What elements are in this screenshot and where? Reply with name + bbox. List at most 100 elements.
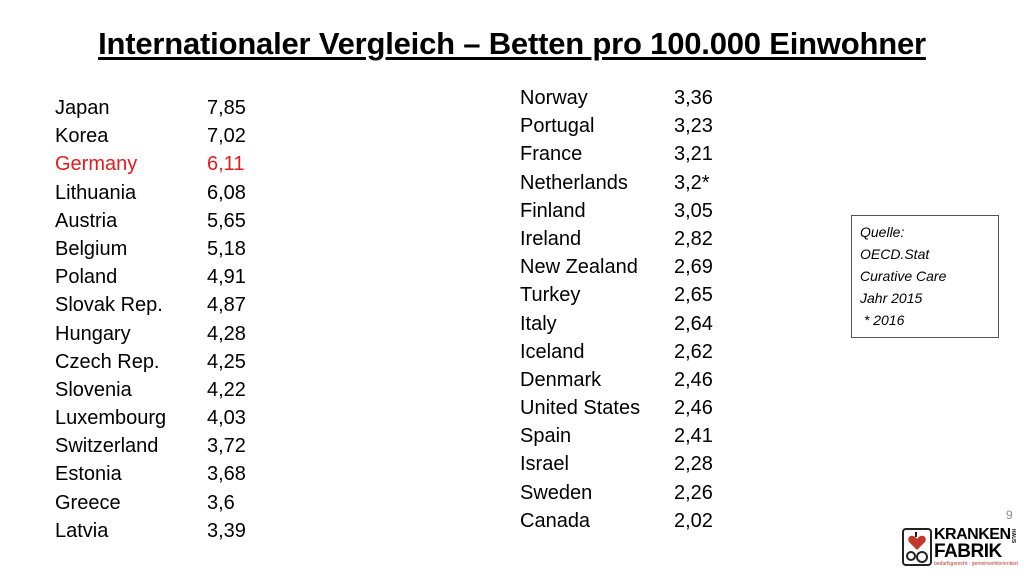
country-name: Portugal xyxy=(520,115,595,138)
beds-value: 7,02 xyxy=(207,125,246,148)
beds-value: 4,03 xyxy=(207,407,246,430)
country-name: Denmark xyxy=(520,368,602,391)
country-name: Belgium xyxy=(55,237,128,260)
beds-value: 2,41 xyxy=(674,425,713,448)
country-row: Netherlands 3,2* xyxy=(520,169,713,197)
country-name: United States xyxy=(520,397,641,420)
beds-value: 3,23 xyxy=(674,115,713,138)
country-name: France xyxy=(520,143,583,166)
beds-value: 3,6 xyxy=(207,491,235,514)
country-name: Slovak Rep. xyxy=(55,294,163,317)
beds-value: 4,87 xyxy=(207,294,246,317)
country-name: Poland xyxy=(55,266,118,289)
country-list-left: Japan 7,85 Korea 7,02 Germany 6,11 Lithuania 6,… xyxy=(55,94,246,545)
country-name: Finland xyxy=(520,199,586,222)
beds-value: 4,91 xyxy=(207,266,246,289)
logo-small-text: HAUS xyxy=(1010,529,1016,544)
country-row: Norway 3,36 xyxy=(520,84,713,112)
beds-value: 2,62 xyxy=(674,340,713,363)
country-row: Sweden 2,26 xyxy=(520,479,713,507)
country-name: Slovenia xyxy=(55,378,132,401)
beds-value: 3,72 xyxy=(207,435,246,458)
country-row: Ireland 2,82 xyxy=(520,225,713,253)
source-line: * 2016 xyxy=(860,312,905,328)
country-row: Israel 2,28 xyxy=(520,450,713,478)
country-row: Greece 3,6 xyxy=(55,489,246,517)
beds-value: 3,05 xyxy=(674,199,713,222)
country-name: Sweden xyxy=(520,481,593,504)
country-name: Japan xyxy=(55,97,110,119)
country-row: Korea 7,02 xyxy=(55,122,246,150)
country-name: Italy xyxy=(520,312,557,335)
country-row: Iceland 2,62 xyxy=(520,338,713,366)
beds-value: 2,82 xyxy=(674,227,713,250)
country-name: Canada xyxy=(520,509,591,532)
logo-word-kranken: KRANKEN xyxy=(934,526,1011,543)
beds-value: 2,69 xyxy=(674,256,713,279)
country-row: Japan 7,85 xyxy=(55,94,246,122)
country-row: Hungary 4,28 xyxy=(55,320,246,348)
source-box: Quelle: OECD.Stat Curative Care Jahr 201… xyxy=(851,215,999,338)
beds-value: 4,25 xyxy=(207,350,246,373)
country-name: Netherlands xyxy=(520,171,628,194)
country-row: Slovenia 4,22 xyxy=(55,376,246,404)
country-row: Lithuania 6,08 xyxy=(55,179,246,207)
country-row: Portugal 3,23 xyxy=(520,112,713,140)
country-name: Ireland xyxy=(520,227,582,250)
logo-emblem-icon xyxy=(902,528,932,566)
beds-value: 2,64 xyxy=(674,312,713,335)
country-name: Switzerland xyxy=(55,435,159,458)
logo-word-fabrik: FABRIK xyxy=(934,541,1002,562)
beds-value: 3,2* xyxy=(674,171,710,194)
beds-value: 7,85 xyxy=(207,97,246,119)
country-row: Canada 2,02 xyxy=(520,507,713,535)
country-row: Belgium 5,18 xyxy=(55,235,246,263)
country-name: Hungary xyxy=(55,322,131,345)
beds-value: 4,28 xyxy=(207,322,246,345)
country-row: Finland 3,05 xyxy=(520,197,713,225)
source-line: OECD.Stat xyxy=(860,246,930,262)
beds-value: 3,21 xyxy=(674,143,713,166)
country-row: Switzerland 3,72 xyxy=(55,432,246,460)
country-row: Italy 2,64 xyxy=(520,310,713,338)
country-name: Czech Rep. xyxy=(55,350,160,373)
beds-value: 2,46 xyxy=(674,368,713,391)
country-row: Poland 4,91 xyxy=(55,263,246,291)
page-number: 9 xyxy=(1006,508,1013,522)
country-row: Czech Rep. 4,25 xyxy=(55,348,246,376)
page-title: Internationaler Vergleich – Betten pro 1… xyxy=(98,26,926,61)
beds-value: 2,65 xyxy=(674,284,713,307)
country-name: Germany xyxy=(55,153,138,176)
country-name: Korea xyxy=(55,125,109,148)
country-row: Estonia 3,68 xyxy=(55,460,246,488)
beds-value: 3,39 xyxy=(207,519,246,542)
country-name: Luxembourg xyxy=(55,407,167,430)
beds-value: 6,08 xyxy=(207,181,246,204)
beds-value: 5,65 xyxy=(207,209,246,232)
source-line: Quelle: xyxy=(860,224,905,240)
country-list-right: Norway 3,36 Portugal 3,23 France 3,21 Netherla… xyxy=(520,84,713,535)
country-name: Latvia xyxy=(55,519,109,542)
beds-value: 2,46 xyxy=(674,397,713,420)
country-name: Estonia xyxy=(55,463,122,486)
source-line: Jahr 2015 xyxy=(860,290,923,306)
country-row: New Zealand 2,69 xyxy=(520,253,713,281)
country-name: Norway xyxy=(520,87,588,109)
country-row: Turkey 2,65 xyxy=(520,281,713,309)
country-name: Israel xyxy=(520,453,569,476)
beds-value: 2,02 xyxy=(674,509,713,532)
country-name: Spain xyxy=(520,425,572,448)
country-name: Turkey xyxy=(520,284,581,307)
country-name: Lithuania xyxy=(55,181,137,204)
country-row: Slovak Rep. 4,87 xyxy=(55,291,246,319)
logo-tagline: bedarfsgerecht · gemeinwohlorientiert xyxy=(934,561,1018,567)
country-row: Germany 6,11 xyxy=(55,150,246,178)
country-row: Austria 5,65 xyxy=(55,207,246,235)
beds-value: 3,36 xyxy=(674,87,713,109)
country-row: United States 2,46 xyxy=(520,394,713,422)
country-row: Denmark 2,46 xyxy=(520,366,713,394)
beds-value: 2,26 xyxy=(674,481,713,504)
beds-value: 6,11 xyxy=(207,153,245,176)
country-name: Iceland xyxy=(520,340,585,363)
krankenhausfabrik-logo: KRANKEN FABRIK bedarfsgerecht · gemeinwo… xyxy=(902,526,1018,568)
